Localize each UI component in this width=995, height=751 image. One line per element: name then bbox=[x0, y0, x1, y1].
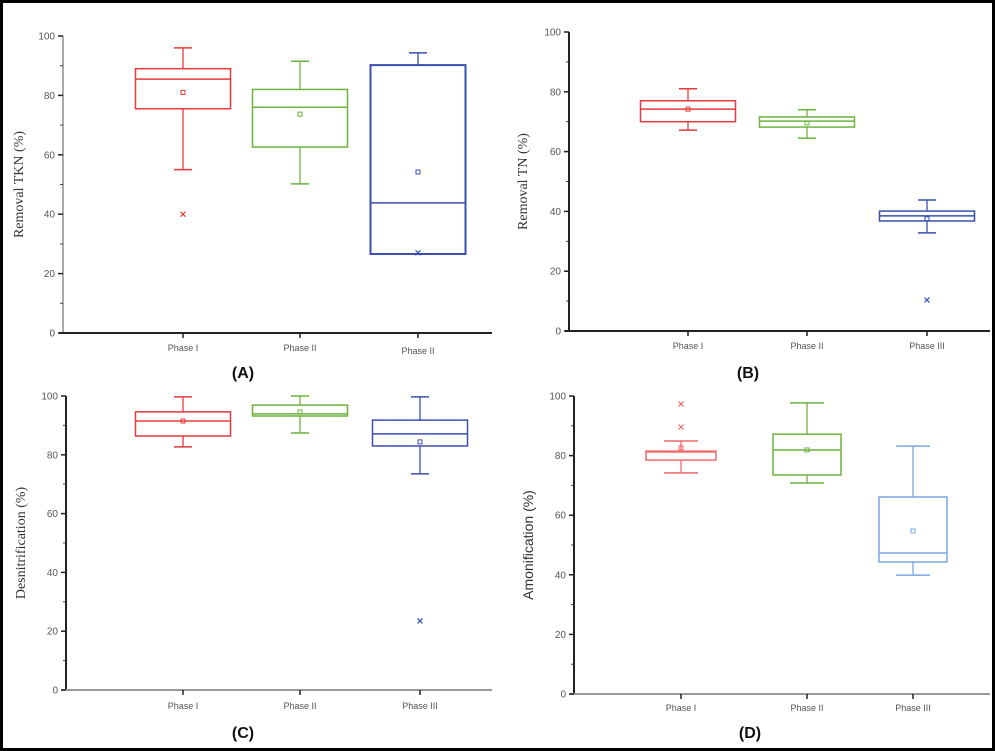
mean-marker bbox=[685, 106, 691, 112]
outlier-marker bbox=[417, 617, 423, 624]
y-tick-label: 0 bbox=[49, 329, 55, 340]
outlier-marker bbox=[180, 211, 186, 218]
y-tick-label: 80 bbox=[47, 450, 59, 461]
outlier-marker bbox=[415, 249, 421, 256]
box-phase-iii bbox=[371, 396, 469, 624]
x-tick-label: Phase II bbox=[790, 703, 823, 713]
box-iqr bbox=[371, 419, 469, 447]
panel-3: 0 20 40 60 80 100 Amonification (%) Phase I Phas… bbox=[520, 392, 990, 742]
y-tick-label: 40 bbox=[47, 568, 59, 579]
x-tick-label: Phase II bbox=[283, 701, 316, 711]
x-tick-label: Phase III bbox=[402, 701, 438, 711]
box-iqr bbox=[134, 411, 232, 437]
box-iqr bbox=[772, 433, 842, 476]
panel-1: 0 20 40 60 80 100 Removal TN (%) Phase I Phase I… bbox=[516, 28, 990, 382]
panel-2: 0 20 40 60 80 100 Desnitrification (%) Phase I P… bbox=[14, 392, 492, 742]
y-tick-label: 80 bbox=[555, 451, 567, 462]
box-iqr bbox=[639, 100, 737, 123]
box-phase-ii bbox=[772, 402, 842, 484]
y-tick-label: 20 bbox=[47, 627, 59, 638]
box-phase-ii bbox=[251, 395, 349, 434]
outlier-marker bbox=[678, 401, 684, 407]
outlier-marker bbox=[678, 424, 684, 430]
y-tick-label: 0 bbox=[560, 690, 566, 701]
mean-marker bbox=[180, 89, 186, 95]
y-tick-label: 100 bbox=[549, 392, 566, 403]
y-tick-label: 80 bbox=[550, 87, 562, 98]
x-tick-label: Phase II bbox=[401, 346, 434, 356]
box-iqr bbox=[645, 450, 717, 461]
x-tick-label: Phase III bbox=[895, 703, 931, 713]
y-tick-label: 60 bbox=[44, 150, 56, 161]
box-phase-i bbox=[134, 396, 232, 448]
y-tick-label: 100 bbox=[41, 392, 58, 403]
box-phase-ii bbox=[758, 108, 856, 139]
box-iqr bbox=[251, 404, 349, 417]
y-tick-label: 80 bbox=[44, 91, 56, 102]
y-tick-label: 20 bbox=[44, 269, 56, 280]
panel-label: (C) bbox=[232, 725, 254, 742]
mean-marker bbox=[804, 447, 810, 453]
mean-marker bbox=[678, 445, 684, 451]
y-axis-label: Removal TN (%) bbox=[516, 133, 531, 230]
outlier-marker bbox=[924, 296, 930, 303]
mean-marker bbox=[924, 216, 930, 222]
y-axis-label: Desnitrification (%) bbox=[14, 486, 29, 599]
y-tick-label: 20 bbox=[550, 267, 562, 278]
mean-marker bbox=[180, 418, 186, 424]
box-phase-i bbox=[134, 47, 232, 218]
y-tick-label: 60 bbox=[47, 509, 59, 520]
box-iqr bbox=[878, 496, 948, 563]
panel-label: (D) bbox=[739, 725, 761, 742]
mean-marker bbox=[297, 111, 303, 117]
y-axis-label: Amonification (%) bbox=[520, 490, 536, 600]
box-phase-iii bbox=[878, 199, 976, 303]
mean-marker bbox=[910, 528, 916, 534]
box-phase-i bbox=[645, 401, 717, 474]
figure-canvas: 0 20 40 60 80 100 Removal TKN (%) Phase I Phase … bbox=[12, 28, 990, 742]
y-tick-label: 0 bbox=[52, 686, 58, 697]
mean-marker bbox=[415, 169, 421, 175]
x-tick-label: Phase III bbox=[909, 341, 945, 351]
y-tick-label: 0 bbox=[555, 327, 561, 338]
y-tick-label: 60 bbox=[550, 147, 562, 158]
x-tick-label: Phase I bbox=[168, 701, 199, 711]
mean-marker bbox=[297, 409, 303, 415]
figure-frame: 0 20 40 60 80 100 Removal TKN (%) Phase I Phase … bbox=[3, 3, 992, 748]
box-phase-iii bbox=[878, 445, 948, 576]
y-tick-label: 20 bbox=[555, 630, 567, 641]
y-axis-label: Removal TKN (%) bbox=[12, 131, 27, 238]
panel-0: 0 20 40 60 80 100 Removal TKN (%) Phase I Phase … bbox=[12, 32, 492, 382]
x-tick-label: Phase II bbox=[790, 341, 823, 351]
mean-marker bbox=[417, 439, 423, 445]
x-tick-label: Phase I bbox=[673, 341, 704, 351]
x-tick-label: Phase I bbox=[168, 343, 199, 353]
box-iqr bbox=[758, 116, 856, 128]
panel-label: (B) bbox=[737, 365, 759, 382]
y-tick-label: 60 bbox=[555, 511, 567, 522]
y-tick-label: 100 bbox=[544, 28, 561, 39]
y-tick-label: 40 bbox=[550, 207, 562, 218]
box-iqr bbox=[369, 64, 467, 255]
box-phase-i bbox=[639, 88, 737, 131]
box-iqr bbox=[134, 67, 232, 110]
box-phase-ii bbox=[251, 60, 349, 185]
box-iqr bbox=[251, 88, 349, 148]
x-tick-label: Phase I bbox=[666, 703, 697, 713]
mean-marker bbox=[804, 120, 810, 126]
panel-label: (A) bbox=[232, 365, 254, 382]
y-tick-label: 100 bbox=[38, 32, 55, 43]
y-tick-label: 40 bbox=[44, 210, 56, 221]
y-tick-label: 40 bbox=[555, 570, 567, 581]
x-tick-label: Phase II bbox=[283, 343, 316, 353]
box-phase-iii bbox=[369, 52, 467, 256]
